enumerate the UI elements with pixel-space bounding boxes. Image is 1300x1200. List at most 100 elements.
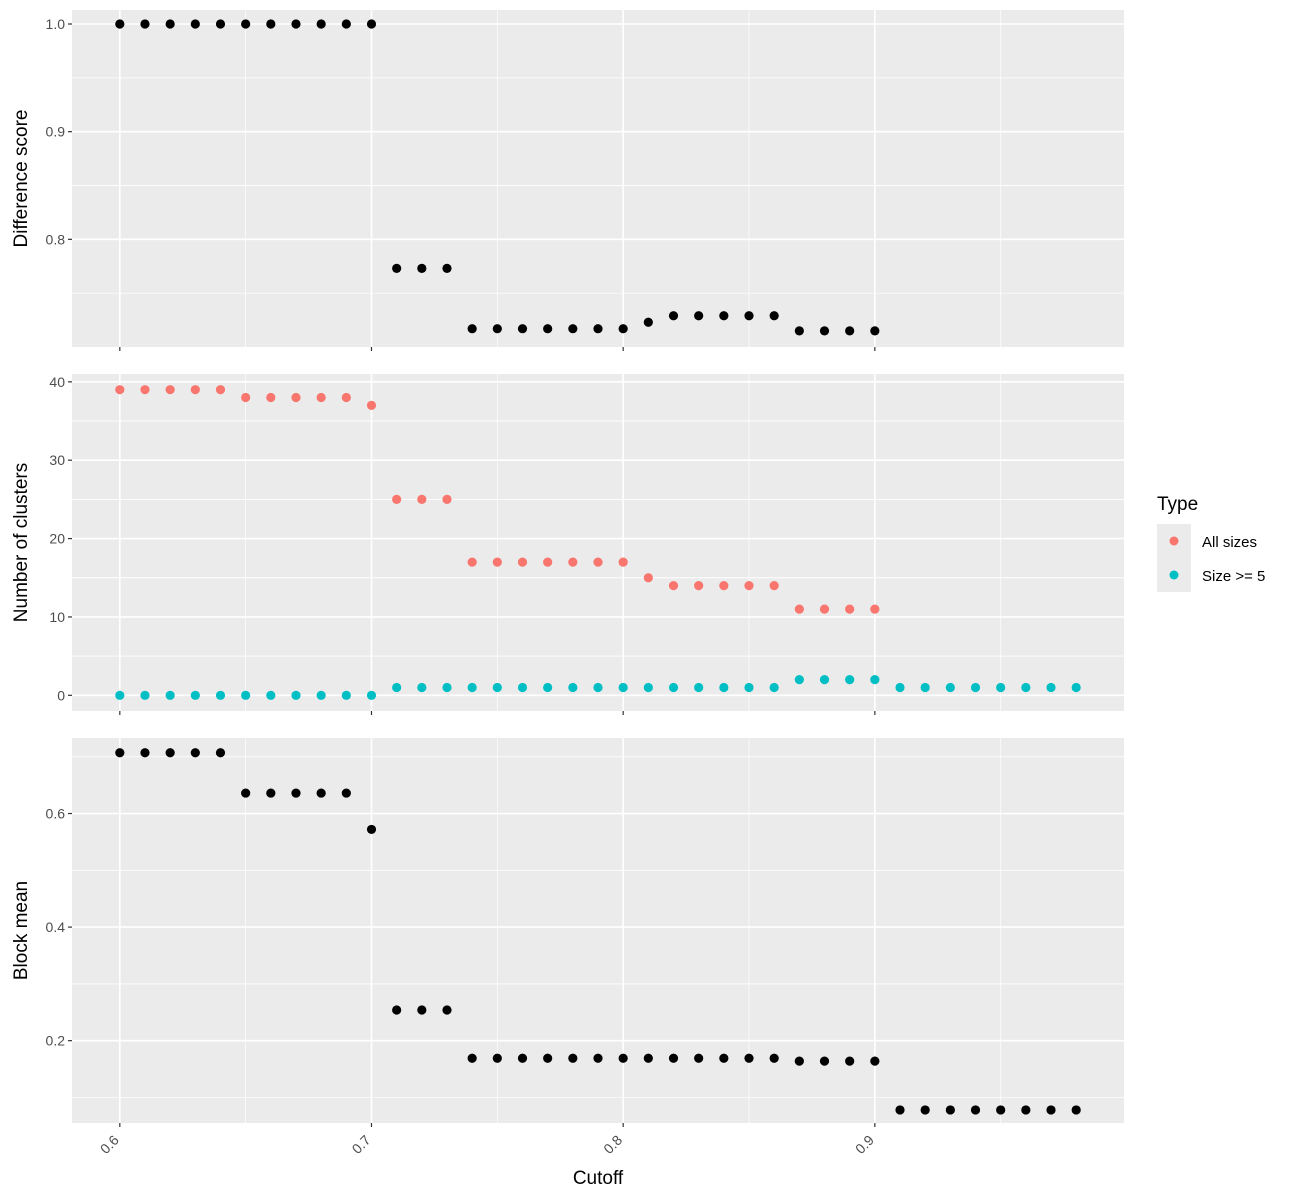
data-point	[870, 675, 880, 685]
data-point	[492, 324, 502, 334]
data-point	[417, 1005, 427, 1015]
data-point	[492, 682, 502, 693]
y-tick-label: 10	[49, 609, 65, 625]
data-point	[316, 690, 326, 700]
data-point	[492, 557, 502, 567]
data-point	[291, 392, 301, 403]
data-point	[215, 690, 226, 700]
data-point	[215, 385, 226, 395]
panel-background	[72, 10, 1124, 347]
data-point	[1021, 1105, 1031, 1115]
y-tick-label: 30	[49, 452, 65, 468]
data-point	[215, 748, 226, 758]
data-point	[140, 690, 150, 700]
x-tick-label: 0.6	[97, 1132, 122, 1157]
data-point	[895, 682, 905, 693]
data-point	[291, 19, 301, 29]
data-point	[719, 682, 729, 693]
legend-label-all-sizes: All sizes	[1202, 534, 1257, 551]
data-point	[996, 1105, 1006, 1115]
y-tick-label: 1.0	[46, 16, 66, 32]
data-point	[1021, 682, 1031, 693]
data-point	[241, 690, 251, 700]
data-point	[794, 604, 804, 614]
data-point	[517, 324, 528, 334]
data-point	[316, 392, 326, 403]
data-point	[1046, 1105, 1056, 1115]
panel-3: 0.2 0.4 0.6 Block mean	[11, 738, 1124, 1127]
data-point	[618, 1053, 628, 1063]
data-point	[694, 311, 704, 321]
data-point	[668, 682, 679, 693]
y-tick-label: 0.9	[46, 124, 66, 140]
data-point	[568, 324, 578, 334]
data-point	[543, 557, 553, 567]
data-point	[845, 675, 855, 685]
data-point	[593, 324, 603, 334]
data-point	[316, 19, 326, 29]
data-point	[291, 690, 301, 700]
data-point	[1046, 682, 1056, 693]
panel-1: 0.8 0.9 1.0 Difference score	[11, 10, 1124, 351]
legend-title: Type	[1157, 494, 1198, 515]
data-point	[392, 263, 402, 274]
data-point	[719, 1053, 729, 1063]
data-point	[1071, 1105, 1081, 1115]
y-tick-label: 20	[49, 531, 65, 547]
data-point	[140, 748, 150, 758]
data-point	[417, 682, 427, 693]
panels-layer: 0.8 0.9 1.0 Difference score 0 10 20 30 40 Number…	[11, 10, 1124, 1157]
data-point	[115, 19, 125, 29]
data-point	[366, 690, 377, 700]
data-point	[442, 494, 452, 504]
data-point	[819, 326, 830, 336]
data-point	[241, 392, 251, 403]
data-point	[266, 392, 276, 403]
data-point	[895, 1105, 905, 1115]
data-point	[668, 1053, 679, 1063]
data-point	[1071, 682, 1081, 693]
data-point	[694, 682, 704, 693]
data-point	[140, 19, 150, 29]
data-point	[845, 604, 855, 614]
series-1	[115, 19, 880, 336]
data-point	[165, 748, 175, 758]
data-point	[517, 557, 528, 567]
data-point	[794, 1056, 804, 1066]
data-point	[920, 1105, 930, 1115]
data-point	[341, 392, 351, 403]
data-point	[392, 494, 402, 504]
data-point	[543, 1053, 553, 1063]
legend: Type All sizes Size >= 5	[1157, 494, 1265, 592]
y-tick-label: 0.6	[46, 806, 66, 822]
y-tick-label: 0.4	[46, 919, 66, 935]
y-tick-label: 0.8	[46, 231, 66, 247]
data-point	[568, 682, 578, 693]
data-point	[819, 1056, 830, 1066]
series-size-5	[115, 675, 1081, 700]
data-point	[517, 1053, 528, 1063]
data-point	[643, 573, 653, 583]
data-point	[794, 675, 804, 685]
data-point	[517, 682, 528, 693]
data-point	[593, 682, 603, 693]
panel-2: 0 10 20 30 40 Number of clusters	[11, 374, 1124, 715]
data-point	[417, 494, 427, 504]
data-point	[366, 824, 377, 835]
data-point	[165, 19, 175, 29]
x-tick-label: 0.7	[349, 1132, 374, 1157]
data-point	[618, 682, 628, 693]
data-point	[618, 557, 628, 567]
data-point	[719, 311, 729, 321]
panel-background	[72, 374, 1124, 711]
data-point	[467, 324, 477, 334]
data-point	[140, 385, 150, 395]
data-point	[341, 788, 351, 798]
data-point	[366, 400, 377, 410]
data-point	[115, 385, 125, 395]
data-point	[744, 1053, 754, 1063]
data-point	[870, 1056, 880, 1066]
data-point	[115, 748, 125, 758]
data-point	[190, 748, 200, 758]
